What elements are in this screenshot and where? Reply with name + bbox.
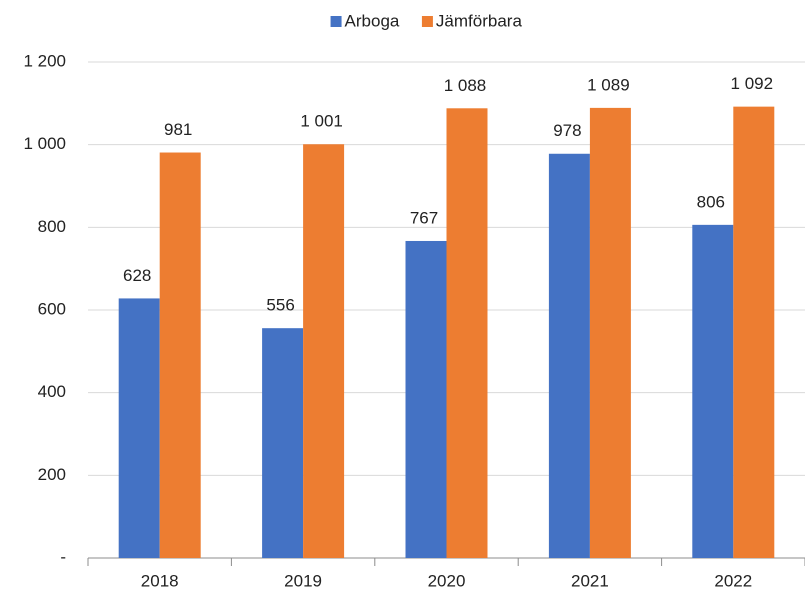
bar	[262, 328, 304, 558]
legend-swatch	[330, 16, 342, 27]
x-tick-label: 2019	[284, 571, 322, 590]
bar	[692, 224, 734, 558]
data-label: 978	[553, 121, 581, 140]
bar	[446, 108, 488, 558]
legend-item: Arboga	[330, 11, 400, 30]
data-label: 806	[697, 192, 725, 211]
y-tick-label: 600	[38, 299, 66, 318]
legend-item: Jämförbara	[421, 11, 523, 30]
data-label: 981	[164, 120, 192, 139]
y-tick-label: 200	[38, 465, 66, 484]
y-tick-label: 400	[38, 382, 66, 401]
legend-swatch	[421, 16, 433, 27]
data-label: 1 088	[444, 76, 487, 95]
legend-label: Arboga	[345, 11, 400, 30]
bar	[733, 106, 775, 558]
y-tick-label: 800	[38, 217, 66, 236]
x-tick-label: 2022	[714, 571, 752, 590]
bar	[405, 240, 447, 558]
legend-label: Jämförbara	[436, 11, 523, 30]
y-tick-label: -	[60, 547, 66, 566]
data-label: 1 001	[300, 112, 343, 131]
x-tick-label: 2020	[428, 571, 466, 590]
bar	[118, 298, 160, 558]
y-tick-label: 1 000	[23, 134, 66, 153]
bar	[548, 153, 590, 558]
bar	[159, 152, 201, 558]
data-label: 767	[410, 208, 438, 227]
bar	[303, 144, 345, 558]
data-label: 1 089	[587, 75, 630, 94]
data-label: 628	[123, 266, 151, 285]
data-label: 1 092	[731, 74, 774, 93]
data-label: 556	[266, 296, 294, 315]
x-tick-label: 2021	[571, 571, 609, 590]
x-tick-label: 2018	[141, 571, 179, 590]
bar	[589, 107, 631, 558]
y-tick-label: 1 200	[23, 51, 66, 70]
